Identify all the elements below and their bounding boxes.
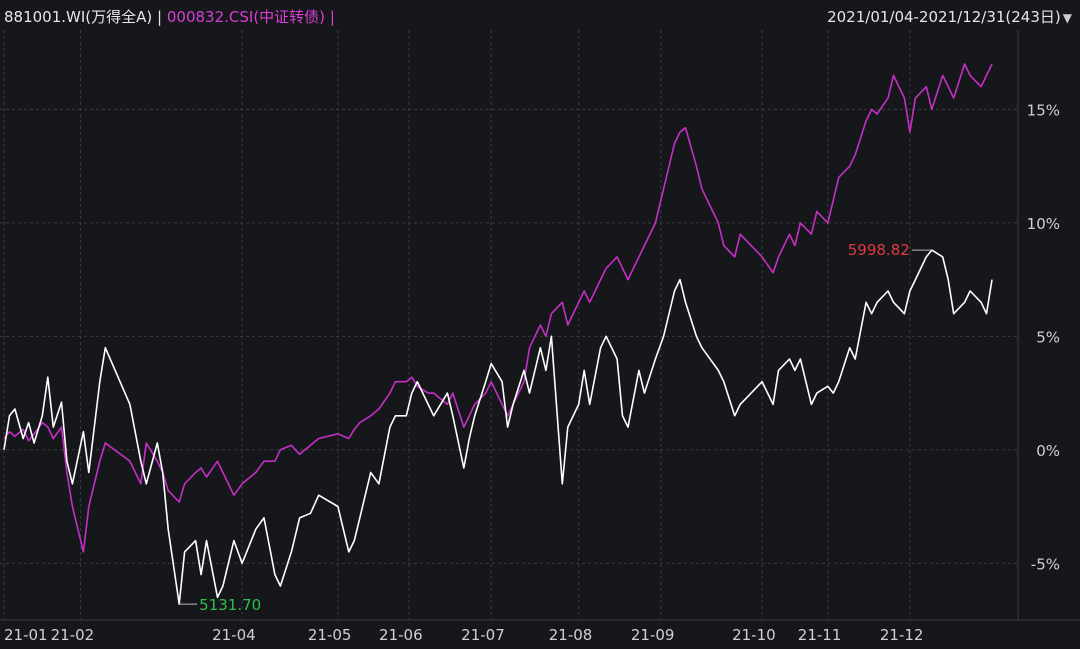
date-range-selector[interactable]: 2021/01/04-2021/12/31(243日) ▼ bbox=[827, 6, 1072, 27]
chart-series bbox=[3, 63, 993, 605]
series-line bbox=[3, 249, 993, 605]
chart-grid bbox=[0, 30, 1080, 621]
x-axis: 21-01 21-02 21-04 21-05 21-06 21-07 21-08 21-09… bbox=[4, 626, 923, 644]
x-tick-label: 21-07 bbox=[461, 626, 505, 644]
legend-separator: | bbox=[329, 8, 335, 26]
x-tick-label: 21-04 bbox=[212, 626, 256, 644]
y-tick-label: -5% bbox=[1031, 555, 1060, 573]
legend-series-a[interactable]: 881001.WI(万得全A) bbox=[4, 8, 153, 26]
x-tick-label: 21-09 bbox=[631, 626, 675, 644]
x-tick-label: 21-02 bbox=[51, 626, 95, 644]
min-value-label: 5131.70 bbox=[199, 596, 261, 614]
y-tick-label: 15% bbox=[1027, 101, 1060, 119]
series-line bbox=[3, 63, 993, 553]
x-tick-label: 21-11 bbox=[798, 626, 842, 644]
chart-annotations: 5998.82 5131.70 bbox=[179, 241, 932, 614]
triangle-down-icon[interactable]: ▼ bbox=[1062, 11, 1072, 25]
legend-separator: | bbox=[157, 8, 163, 26]
x-tick-label: 21-05 bbox=[308, 626, 352, 644]
y-tick-label: 5% bbox=[1036, 328, 1060, 346]
x-tick-label: 21-01 bbox=[4, 626, 48, 644]
y-tick-label: 0% bbox=[1036, 442, 1060, 460]
legend-series-b[interactable]: 000832.CSI(中证转债) bbox=[166, 8, 326, 26]
date-range-label: 2021/01/04-2021/12/31(243日) bbox=[827, 8, 1061, 26]
chart-legend: 881001.WI(万得全A) | 000832.CSI(中证转债) | bbox=[4, 6, 335, 27]
x-tick-label: 21-10 bbox=[732, 626, 776, 644]
x-tick-label: 21-12 bbox=[880, 626, 924, 644]
x-tick-label: 21-08 bbox=[549, 626, 593, 644]
x-tick-label: 21-06 bbox=[379, 626, 423, 644]
y-tick-label: 10% bbox=[1027, 215, 1060, 233]
y-axis: 15% 10% 5% 0% -5% bbox=[1027, 101, 1060, 573]
max-value-label: 5998.82 bbox=[848, 241, 910, 259]
